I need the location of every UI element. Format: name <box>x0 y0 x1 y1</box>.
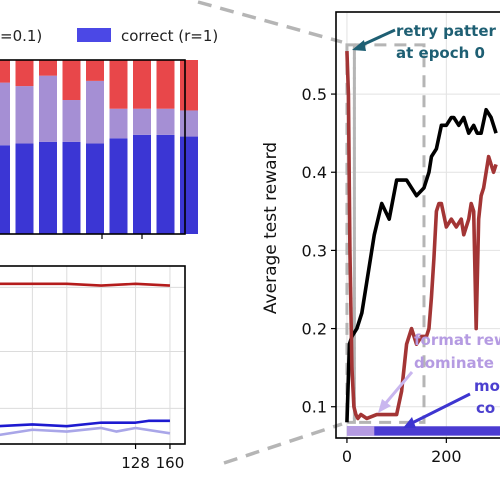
bar-segment <box>180 60 198 111</box>
small-line-frame <box>0 265 186 445</box>
format-arrow <box>383 371 414 405</box>
annotations: retry patter at epoch 0 format rew domin… <box>396 22 500 417</box>
bar-segment <box>86 143 104 234</box>
series-line <box>345 51 498 421</box>
mo-annotation-line2: co <box>476 399 495 417</box>
mo-arrowhead <box>403 417 416 428</box>
legend: =0.1) correct (r=1) <box>0 27 218 45</box>
zoom-connector <box>197 0 343 465</box>
retry-annotation-line2: at epoch 0 <box>396 44 485 62</box>
y-tick-label: 0.4 <box>302 163 327 182</box>
zoom-box <box>345 43 356 424</box>
retry-arrow <box>359 28 396 48</box>
x-tick-label: 160 <box>156 454 185 472</box>
series-line <box>0 419 170 428</box>
bar-segment <box>180 136 198 234</box>
bar-segment <box>109 108 128 139</box>
bar-segment <box>15 86 34 144</box>
y-tick-label: 0.2 <box>302 320 327 339</box>
bar-segment <box>133 108 151 135</box>
y-tick-label: 0.1 <box>302 398 327 417</box>
legend-correct-swatch <box>77 28 111 42</box>
y-axis-label: Average test reward <box>261 142 281 314</box>
main-reward-panel: 0.1 0.2 0.3 0.4 0.5 0 200 <box>302 12 500 466</box>
bar-segment <box>62 141 81 234</box>
series-line <box>345 107 498 423</box>
mo-annotation-line1: mo <box>474 377 500 395</box>
x-tick-label: 128 <box>121 454 150 472</box>
stacked-bar-panel <box>0 60 198 234</box>
bar-segment <box>156 60 175 109</box>
bar-segment <box>0 82 10 146</box>
format-annotation-line1: format rew <box>414 331 500 349</box>
bar-segment <box>15 60 34 87</box>
retry-annotation-line1: retry patter <box>396 22 497 40</box>
bar-segment <box>156 134 175 234</box>
bar-segment <box>0 60 10 83</box>
series-line <box>0 282 171 287</box>
legend-correct-label: correct (r=1) <box>121 27 218 45</box>
y-tick-label: 0.5 <box>302 85 327 104</box>
mo-arrow <box>411 392 471 425</box>
bar-segment <box>39 75 57 142</box>
legend-partial-label: =0.1) <box>0 27 42 45</box>
zoom-box <box>352 43 426 424</box>
format-band <box>346 426 375 436</box>
bar-segment <box>15 143 34 234</box>
retry-arrowhead <box>352 40 366 51</box>
bar-segment <box>156 108 175 135</box>
bar-segment <box>133 60 151 109</box>
bar-segment <box>62 60 81 101</box>
bar-segment <box>133 134 151 234</box>
main-panel-frame <box>335 11 500 439</box>
bar-segment <box>86 60 104 81</box>
bar-segment <box>86 80 104 144</box>
small-line-panel: 128 160 <box>0 266 185 472</box>
bar-segment <box>62 100 81 142</box>
format-arrowhead <box>378 399 391 413</box>
x-tick-label: 200 <box>431 447 462 466</box>
bar-segment <box>39 141 57 234</box>
format-annotation-line2: dominate <box>414 354 494 372</box>
stacked-bar-frame <box>0 59 186 235</box>
bar-segment <box>180 110 198 137</box>
y-tick-label: 0.3 <box>302 241 327 260</box>
series-line <box>0 426 171 437</box>
x-tick-label: 0 <box>342 447 352 466</box>
bar-segment <box>109 60 128 109</box>
bottom-band <box>346 426 500 436</box>
bar-segment <box>39 60 57 76</box>
bar-segment <box>0 145 10 234</box>
bar-segment <box>109 138 128 234</box>
